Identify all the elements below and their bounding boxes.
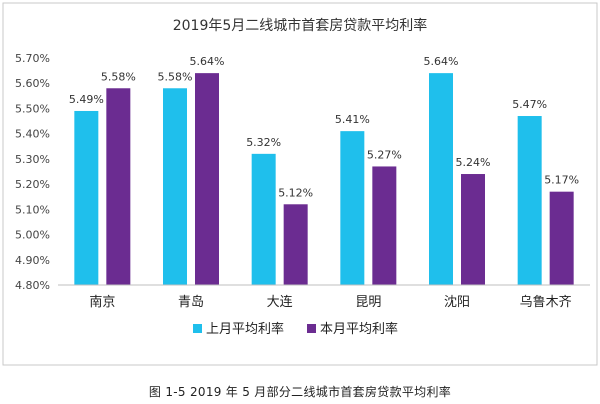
chart-border	[2, 2, 598, 366]
bar-data-label: 5.64%	[190, 55, 225, 68]
y-axis: 4.80% 4.90% 5.00% 5.10% 5.20% 5.30% 5.40% 5.50%…	[15, 52, 50, 292]
x-tick-label: 大连	[267, 294, 293, 310]
bar-data-label: 5.49%	[69, 93, 104, 106]
x-tick-label: 南京	[89, 294, 115, 310]
bar-data-label: 5.41%	[335, 113, 370, 126]
legend-swatch	[193, 324, 202, 333]
y-tick-label: 5.10%	[15, 203, 50, 216]
legend-swatch	[307, 324, 316, 333]
bar-prev-month	[251, 153, 276, 285]
y-tick-label: 5.00%	[15, 229, 50, 242]
x-tick-label: 昆明	[355, 295, 381, 310]
legend-label: 本月平均利率	[320, 321, 398, 337]
bar-data-label: 5.17%	[544, 174, 579, 187]
bar-data-label: 5.12%	[278, 186, 313, 199]
bar-this-month	[549, 191, 574, 285]
figure-caption: 图 1-5 2019 年 5 月部分二线城市首套房贷款平均利率	[148, 385, 452, 399]
bar-data-label: 5.58%	[158, 70, 193, 83]
y-tick-label: 5.70%	[15, 52, 50, 65]
bar-prev-month	[340, 131, 365, 285]
bar-data-label: 5.24%	[456, 156, 491, 169]
y-tick-label: 4.80%	[15, 279, 50, 292]
bar-data-label: 5.32%	[246, 136, 281, 149]
bar-prev-month	[517, 116, 542, 285]
y-tick-label: 5.40%	[15, 128, 50, 141]
x-tick-label: 沈阳	[444, 295, 470, 310]
y-tick-label: 5.60%	[15, 77, 50, 90]
x-tick-label: 乌鲁木齐	[520, 294, 572, 310]
bar-prev-month	[74, 110, 99, 285]
bar-this-month	[106, 88, 131, 286]
bar-prev-month	[429, 73, 453, 285]
y-tick-label: 5.30%	[15, 153, 50, 166]
y-tick-label: 5.50%	[15, 102, 50, 115]
bar-this-month	[283, 204, 308, 285]
x-tick-label: 青岛	[178, 294, 204, 310]
bar-this-month	[461, 174, 485, 285]
x-axis: 南京 青岛 大连 昆明 沈阳 乌鲁木齐	[58, 284, 590, 310]
bars	[74, 73, 574, 286]
bar-data-label: 5.58%	[101, 70, 136, 83]
y-tick-label: 4.90%	[15, 254, 50, 267]
bar-this-month	[372, 166, 397, 285]
y-tick-label: 5.20%	[15, 178, 50, 191]
legend-label: 上月平均利率	[206, 321, 284, 337]
bar-labels: 5.49% 5.58% 5.58% 5.64% 5.32% 5.12% 5.41% 5.27%…	[69, 55, 579, 199]
bar-data-label: 5.64%	[424, 55, 459, 68]
bar-data-label: 5.27%	[367, 148, 402, 161]
bar-this-month	[195, 73, 219, 285]
chart-title: 2019年5月二线城市首套房贷款平均利率	[173, 17, 428, 34]
bar-data-label: 5.47%	[512, 98, 547, 111]
bar-prev-month	[163, 88, 187, 286]
legend: 上月平均利率 本月平均利率	[193, 321, 398, 337]
